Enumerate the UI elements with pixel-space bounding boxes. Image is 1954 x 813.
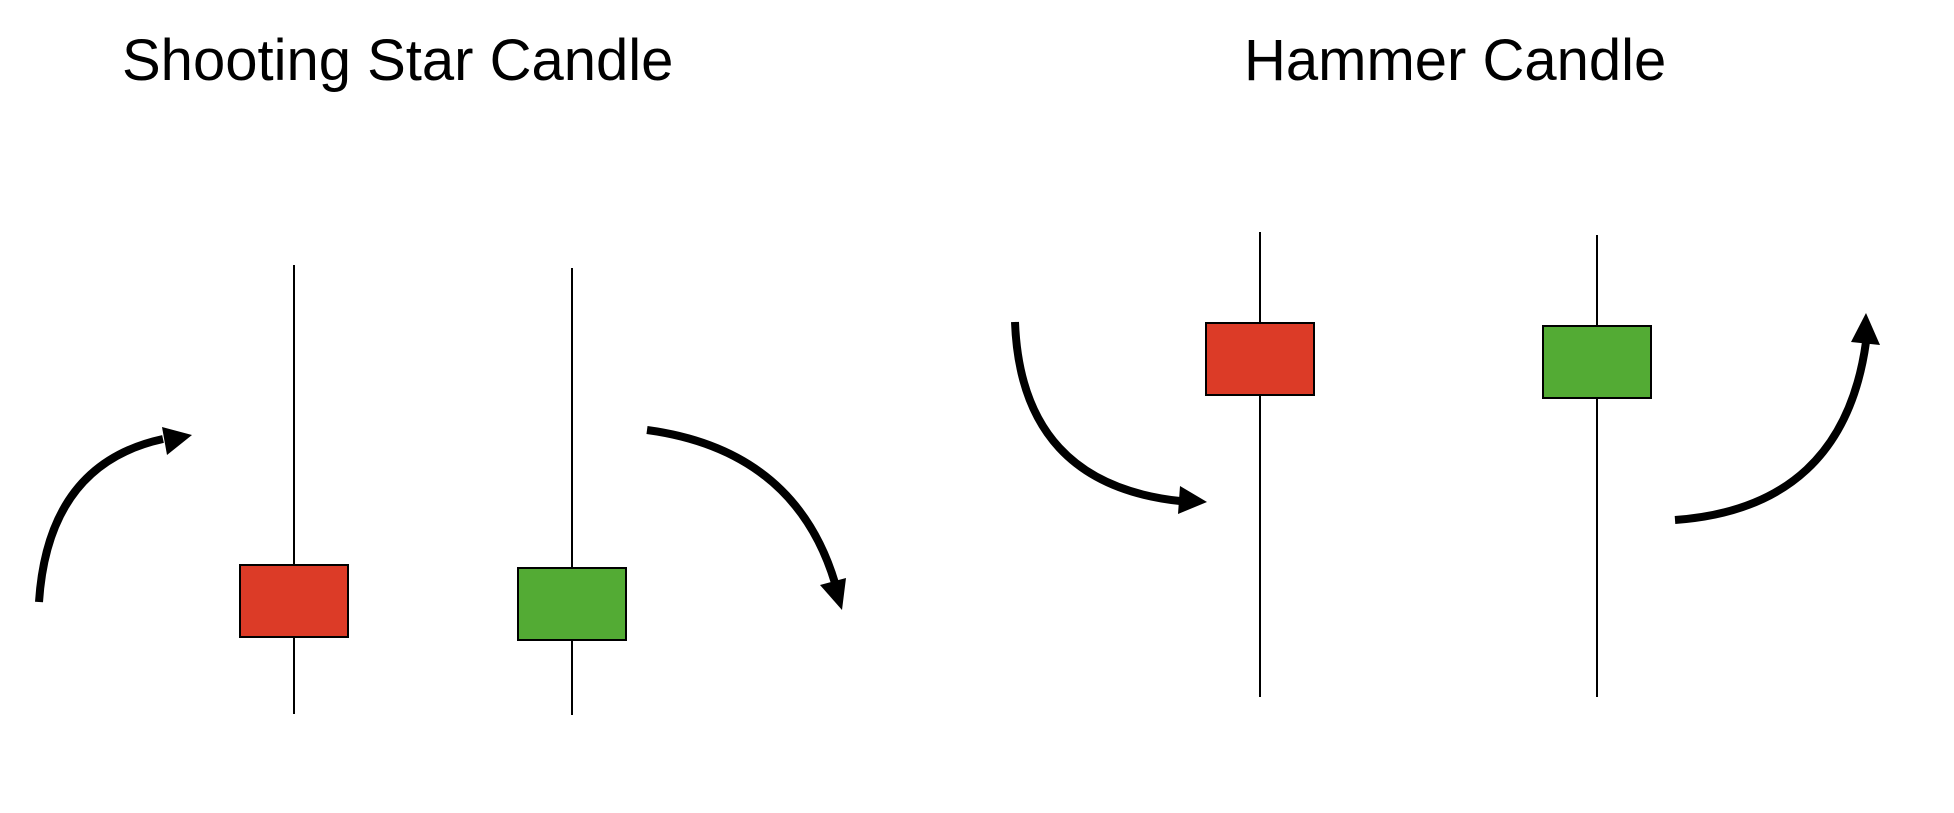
hammer-green-body [1542,325,1652,399]
shooting-star-downtrend-arrow [646,426,846,610]
shooting-star-uptrend-arrow-line [35,435,164,603]
hammer-title: Hammer Candle [1244,28,1666,93]
shooting-star-green-candle [517,268,627,715]
hammer-downtrend-arrow-line [1011,321,1181,505]
hammer-downtrend-arrow [1011,321,1207,514]
hammer-red-body [1205,322,1315,396]
shooting-star-uptrend-arrow-head [162,427,192,455]
hammer-uptrend-arrow-head [1851,313,1880,345]
hammer-downtrend-arrow-head [1178,486,1207,514]
hammer-uptrend-arrow [1674,313,1880,524]
shooting-star-red-body [239,564,349,638]
shooting-star-green-body [517,567,627,641]
shooting-star-downtrend-arrow-line [646,426,839,585]
shooting-star-title: Shooting Star Candle [122,28,673,93]
hammer-red-candle [1205,232,1315,697]
hammer-uptrend-arrow-line [1674,341,1870,524]
shooting-star-red-candle [239,265,349,714]
shooting-star-panel: Shooting Star Candle [35,28,846,715]
hammer-green-candle [1542,235,1652,697]
shooting-star-uptrend-arrow [35,427,192,603]
shooting-star-downtrend-arrow-head [820,578,846,610]
hammer-panel: Hammer Candle [1011,28,1880,697]
